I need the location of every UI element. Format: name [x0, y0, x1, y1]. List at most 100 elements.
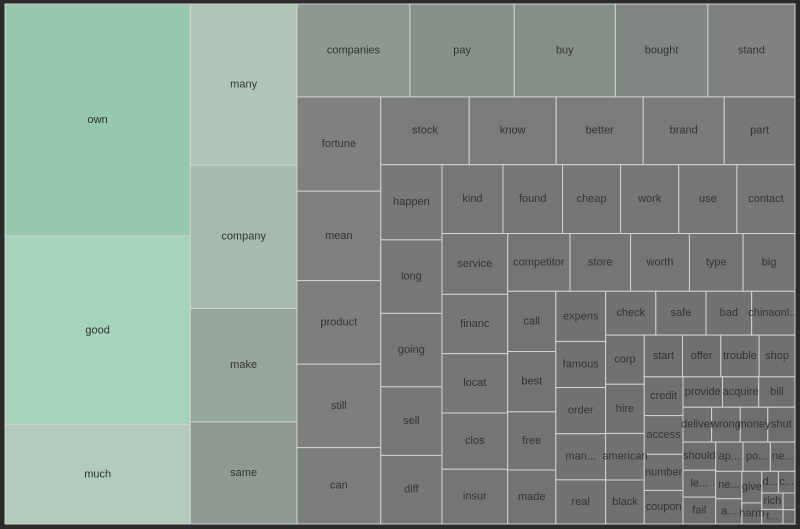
tile-label: can	[330, 480, 348, 492]
tile	[620, 164, 680, 235]
tile	[4, 424, 191, 525]
tile-label: le...	[690, 478, 708, 490]
tile-label: trouble	[723, 350, 757, 362]
tile	[751, 290, 796, 336]
tile-label: made	[518, 491, 546, 503]
tile	[555, 340, 607, 389]
tile	[468, 96, 557, 166]
tile	[296, 447, 382, 525]
tile-label: harm	[739, 507, 764, 519]
tile	[441, 293, 509, 355]
tile	[296, 3, 411, 98]
tile-label: coupon	[646, 501, 682, 513]
tile	[562, 164, 622, 235]
tile-label: same	[230, 467, 257, 479]
tile	[782, 492, 796, 511]
tile	[555, 387, 607, 435]
tile	[296, 96, 382, 192]
tile-label: hire	[616, 403, 634, 415]
tile	[720, 334, 760, 378]
tile-label: locat	[463, 377, 486, 389]
tile	[742, 233, 796, 292]
tile	[605, 432, 645, 481]
tile	[380, 164, 443, 241]
tile	[555, 433, 607, 481]
tile-label: famous	[563, 358, 600, 370]
tile-label: company	[221, 231, 266, 243]
tile-label: pay	[453, 44, 471, 56]
tile-label: kind	[462, 193, 482, 205]
tile-label: much	[84, 468, 111, 480]
tile	[723, 96, 796, 166]
tile-label: contact	[748, 193, 783, 205]
tile-label: wrong	[710, 419, 741, 431]
tile-label: start	[653, 350, 674, 362]
tile	[707, 3, 796, 98]
tile-label: still	[331, 400, 347, 412]
tile-label: check	[616, 307, 645, 319]
tile	[380, 239, 443, 314]
tile-label: real	[572, 496, 590, 508]
tile-label: d...	[762, 476, 777, 488]
tile-label: access	[646, 429, 681, 441]
tile	[655, 290, 707, 336]
tile-label: rich	[764, 495, 782, 507]
tile	[296, 280, 382, 365]
tile-label: corp	[614, 354, 635, 366]
tile-label: work	[637, 193, 662, 205]
tile-label: acquire	[723, 386, 759, 398]
tile	[4, 3, 191, 237]
tile-label: cheap	[577, 193, 607, 205]
tile	[441, 468, 509, 525]
tile-label: store	[588, 256, 612, 268]
tile	[642, 96, 725, 166]
tile-label: mean	[325, 230, 353, 242]
tile-label: give	[742, 481, 762, 493]
tile-label: service	[457, 258, 492, 270]
tile	[296, 190, 382, 282]
tile-label: bad	[720, 307, 738, 319]
tile-label: best	[521, 376, 542, 388]
tile-label: many	[230, 78, 257, 90]
tile-label: shut	[771, 419, 792, 431]
tile	[380, 312, 443, 388]
tile-label: sell	[403, 415, 420, 427]
tile-label: going	[398, 344, 425, 356]
tile-label: make	[230, 359, 257, 371]
tile-label: should	[683, 450, 715, 462]
tile-label: own	[88, 114, 108, 126]
tile	[507, 469, 557, 525]
tile-label: product	[321, 316, 358, 328]
tile-label: part	[750, 125, 769, 137]
tile-label: better	[586, 125, 614, 137]
tile-label: type	[706, 256, 727, 268]
tile	[296, 363, 382, 449]
tile	[643, 489, 684, 525]
tile	[758, 334, 796, 378]
tile-label: bought	[645, 44, 679, 56]
tile-label: financ	[460, 318, 490, 330]
tile	[705, 290, 753, 336]
tile	[742, 441, 771, 472]
tile	[630, 233, 690, 292]
tile-label: bill	[770, 386, 783, 398]
tile-label: american	[602, 451, 647, 463]
tile-label: competitor	[513, 256, 565, 268]
tile	[507, 351, 557, 413]
tile	[507, 233, 571, 292]
tile-label: expens	[563, 310, 599, 322]
tile-label: credit	[650, 390, 677, 402]
tile-label: ne...	[772, 451, 793, 463]
tile	[682, 406, 713, 443]
tile-label: diff	[404, 484, 419, 496]
tile	[782, 509, 796, 525]
tile	[555, 479, 607, 525]
tile	[409, 3, 515, 98]
tile-label: stand	[738, 44, 765, 56]
tile	[513, 3, 616, 98]
tile-label: po...	[746, 451, 767, 463]
tile-label: found	[519, 193, 547, 205]
tile-label: number	[645, 466, 683, 478]
tile	[380, 386, 443, 456]
tile-label: a...	[721, 505, 736, 517]
